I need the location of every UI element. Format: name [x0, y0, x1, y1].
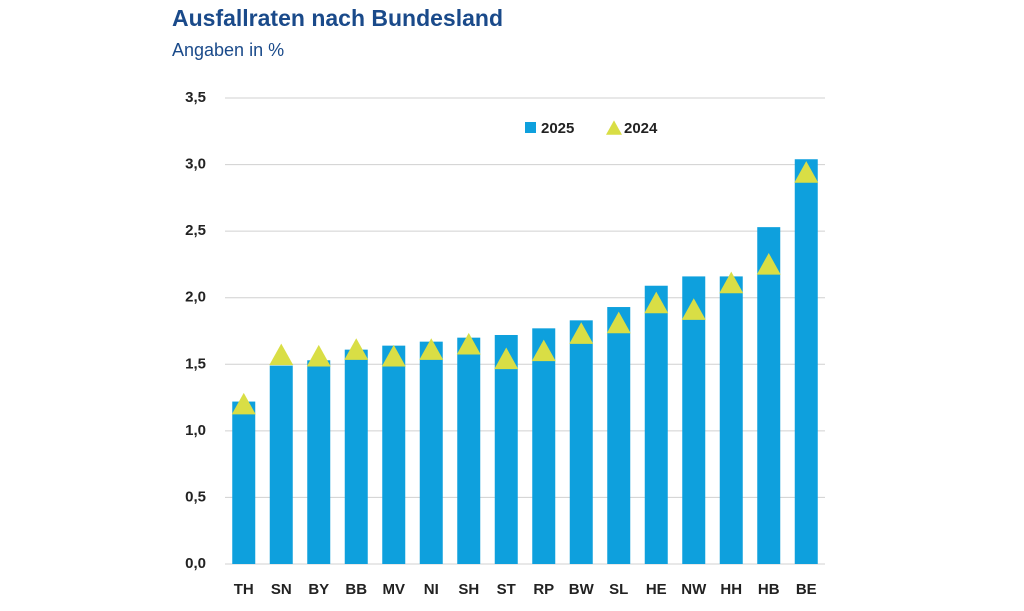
marker-triangle [681, 298, 706, 320]
bar [569, 320, 593, 564]
legend-swatch [606, 120, 622, 135]
marker-triangle [756, 253, 781, 275]
x-tick-label: HH [720, 581, 742, 598]
marker-triangle [231, 392, 256, 415]
bar [794, 159, 818, 564]
y-tick-label: 3,5 [185, 89, 206, 106]
legend-swatch [525, 122, 536, 133]
y-tick-label: 2,5 [185, 222, 206, 239]
bar [344, 349, 368, 564]
x-tick-label: NI [424, 581, 439, 598]
bar [532, 328, 556, 564]
x-tick-label: SN [271, 581, 292, 598]
x-tick-label: NW [681, 581, 707, 598]
x-tick-label: BE [796, 581, 817, 598]
marker-triangle [381, 344, 406, 367]
marker-triangle [456, 332, 481, 355]
marker-triangle [719, 271, 744, 294]
bar [607, 307, 631, 564]
bar [457, 337, 481, 564]
x-tick-label: SL [609, 581, 628, 598]
marker-triangle [794, 161, 819, 183]
marker-triangle [644, 291, 669, 314]
x-tick-label: SH [458, 581, 479, 598]
chart-title: Ausfallraten nach Bundesland [172, 5, 503, 31]
y-tick-label: 0,0 [185, 555, 206, 572]
legend-label: 2025 [541, 120, 574, 137]
x-tick-label: BW [569, 581, 595, 598]
bar [682, 276, 706, 564]
x-tick-label: BY [308, 581, 329, 598]
bar [232, 401, 256, 564]
bar [307, 360, 331, 564]
y-tick-label: 0,5 [185, 488, 206, 505]
marker-triangle [269, 343, 294, 366]
x-tick-label: MV [383, 581, 406, 598]
x-tick-label: BB [345, 581, 367, 598]
bar [644, 285, 668, 564]
x-tick-label: HB [758, 581, 780, 598]
chart-subtitle: Angaben in % [172, 40, 284, 60]
y-tick-label: 1,0 [185, 422, 206, 439]
marker-triangle [606, 311, 631, 334]
marker-triangle [531, 339, 556, 362]
marker-triangle [344, 338, 369, 360]
bar [757, 227, 781, 565]
bar [419, 341, 443, 564]
bar [494, 334, 518, 564]
y-tick-label: 2,0 [185, 289, 206, 306]
bar [719, 276, 743, 564]
x-tick-label: ST [497, 581, 516, 598]
marker-triangle [306, 344, 331, 367]
bar [382, 345, 406, 564]
marker-triangle [494, 347, 519, 370]
x-tick-label: TH [234, 581, 254, 598]
bar [269, 365, 293, 564]
y-tick-label: 3,0 [185, 156, 206, 173]
x-tick-label: RP [533, 581, 554, 598]
legend-label: 2024 [624, 120, 658, 137]
y-tick-label: 1,5 [185, 355, 206, 372]
marker-triangle [419, 338, 444, 360]
x-tick-label: HE [646, 581, 667, 598]
marker-triangle [569, 322, 594, 344]
